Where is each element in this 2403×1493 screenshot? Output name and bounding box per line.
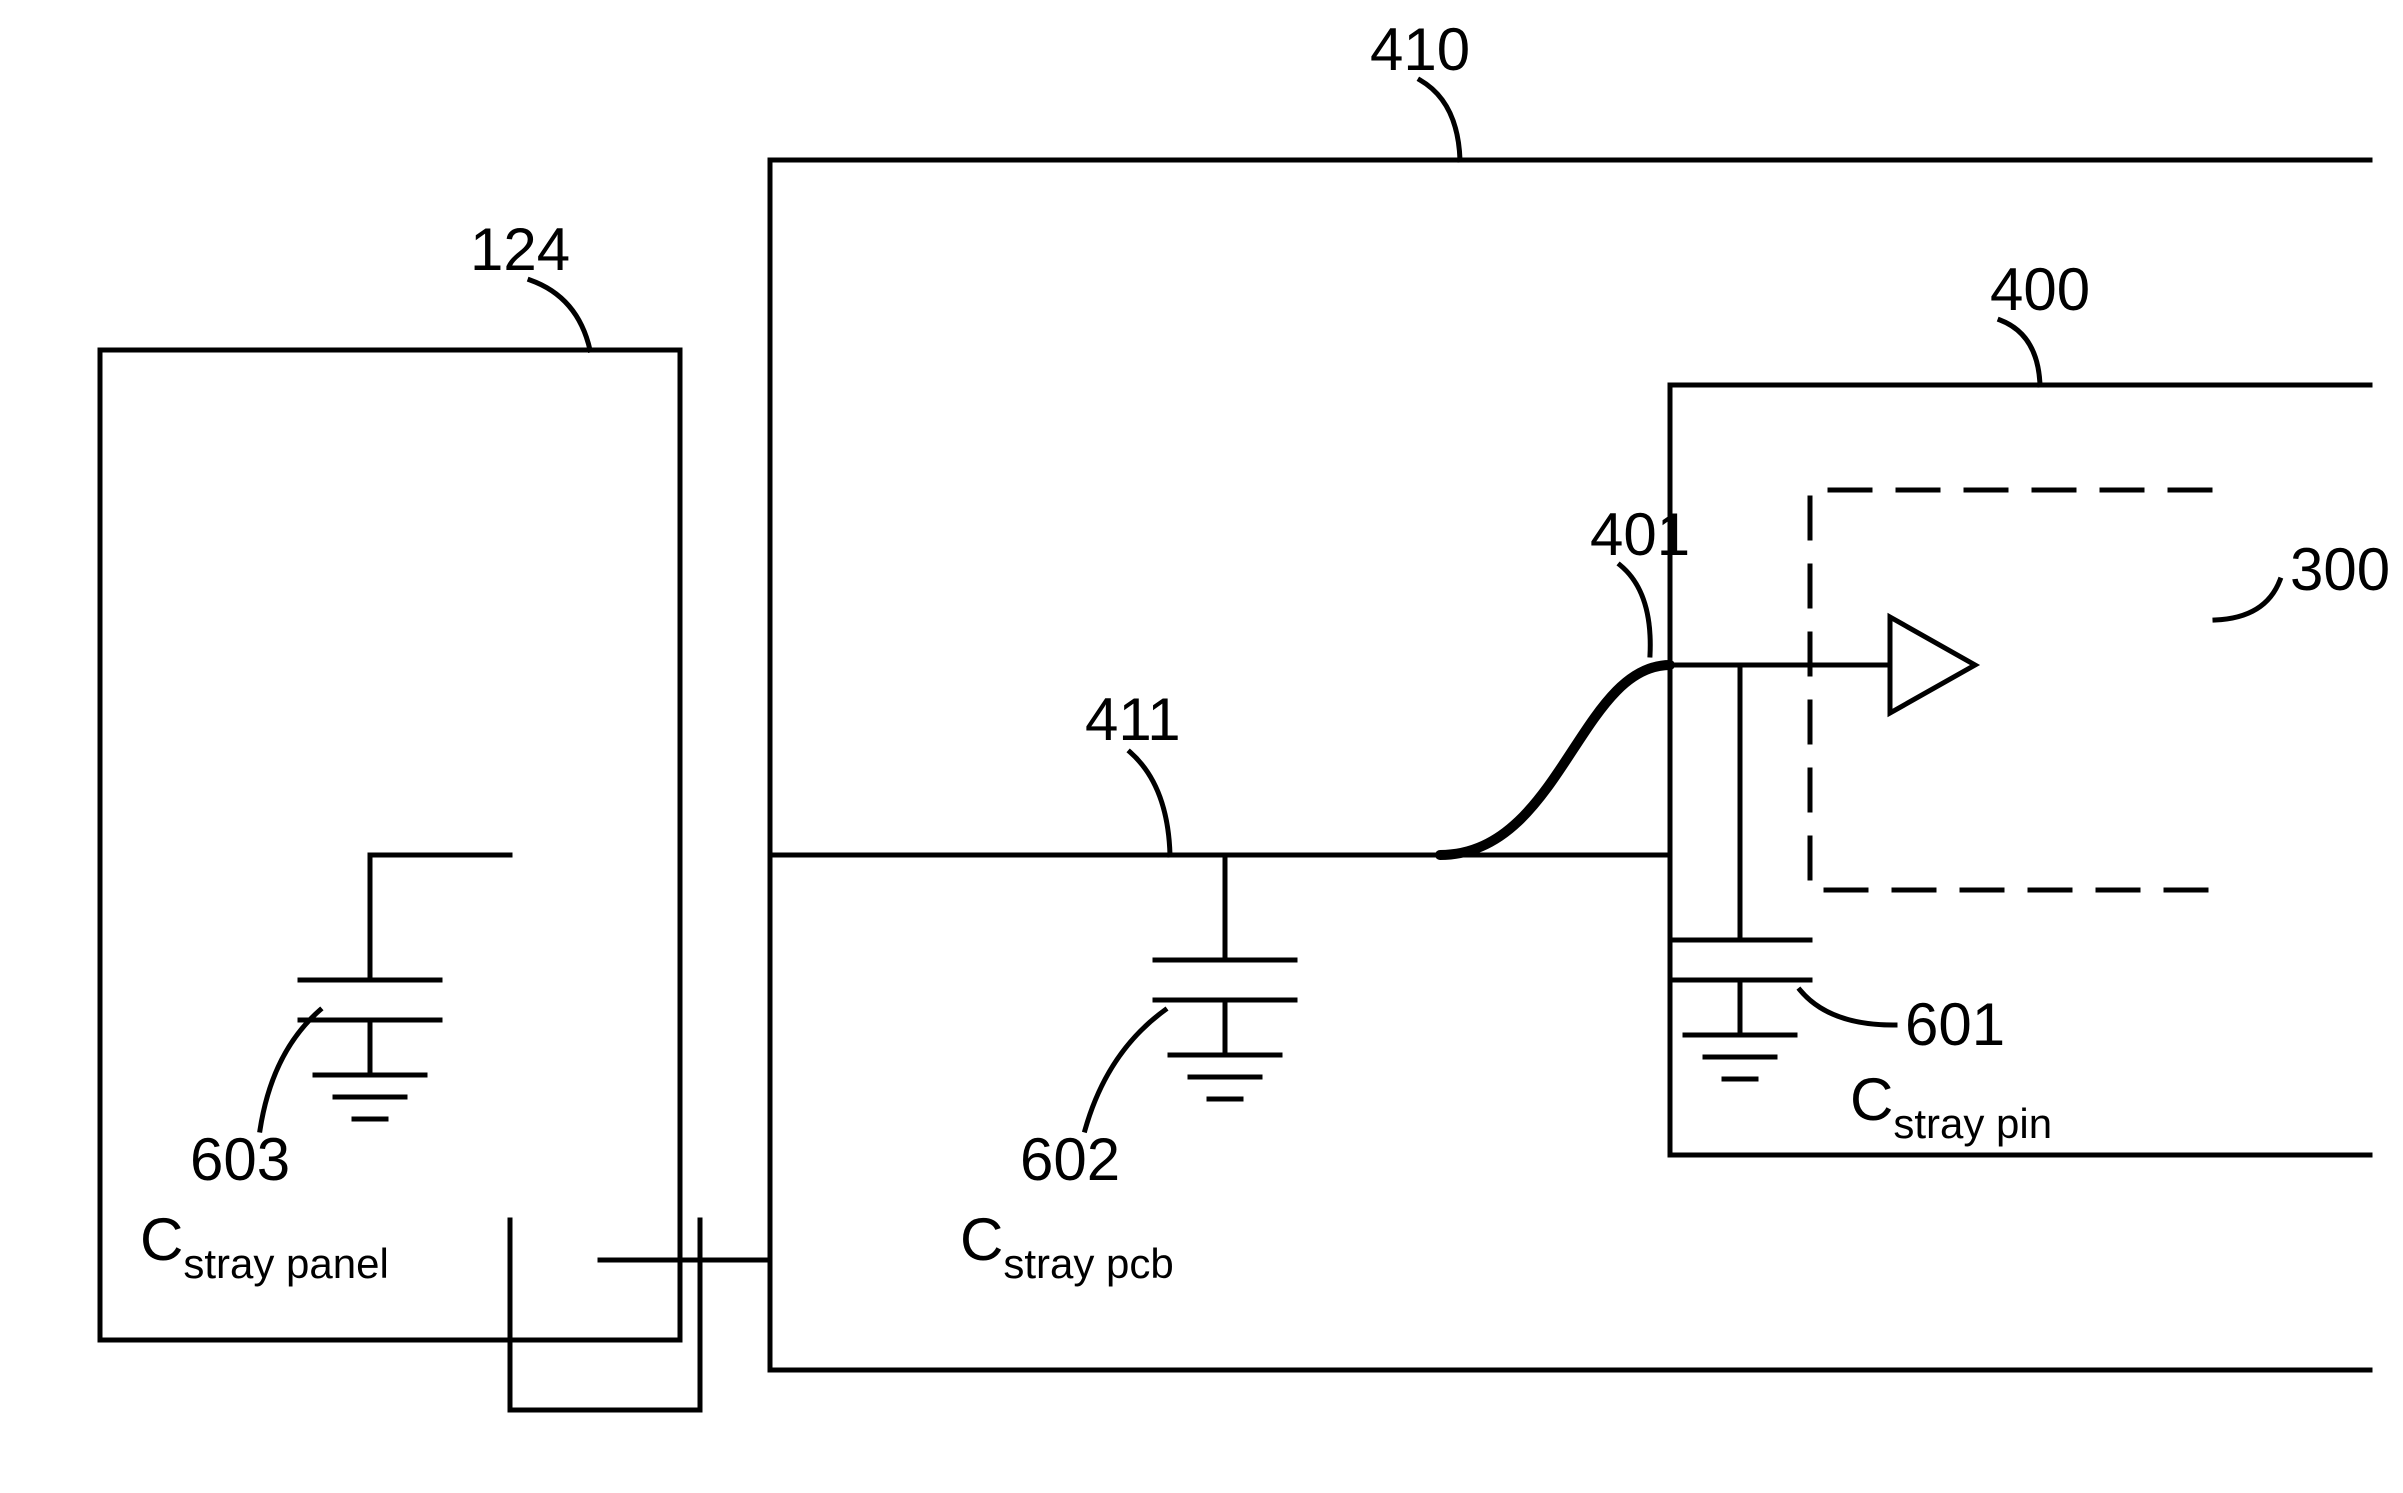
svg-text:Cstray pin: Cstray pin: [1850, 1066, 2052, 1147]
cap-pcb: [1155, 855, 1295, 1099]
clabel-c_pcb: Cstray pcb: [960, 1206, 1174, 1287]
clabel-c_pcb-sub: stray pcb: [1003, 1240, 1173, 1287]
pcb-trace: [600, 855, 1670, 1260]
clabel-c_panel-sub: stray panel: [183, 1240, 388, 1287]
ref-ref_401-text: 401: [1590, 501, 1690, 568]
ref-ref_401: 401: [1590, 501, 1690, 568]
ref-ref_410: 410: [1370, 16, 1470, 83]
chip-box: [1670, 385, 2370, 1155]
ref-ref_411-text: 411: [1085, 686, 1181, 753]
ref-ref_124-text: 124: [470, 216, 570, 283]
ref-ref_400-text: 400: [1990, 256, 2090, 323]
svg-text:Cstray panel: Cstray panel: [140, 1206, 389, 1287]
clabel-c_pin-sub: stray pin: [1893, 1100, 2052, 1147]
cap-pin: [1670, 665, 1810, 1079]
amp-icon: [1890, 617, 1975, 713]
ref-ref_601-text: 601: [1905, 991, 2005, 1058]
amp-dashed-box: [1810, 490, 2210, 890]
ref-ref_602: 602: [1020, 1126, 1120, 1193]
ref-ref_300-text: 300: [2290, 536, 2390, 603]
cap-panel: [300, 855, 440, 1119]
svg-text:Cstray pcb: Cstray pcb: [960, 1206, 1174, 1287]
panel-connector: [510, 1220, 700, 1410]
pcb-box: [770, 160, 2370, 1370]
clabel-c_pin-C: C: [1850, 1066, 1893, 1133]
ref-ref_603: 603: [190, 1126, 290, 1193]
clabel-c_panel: Cstray panel: [140, 1206, 389, 1287]
clabel-c_pin: Cstray pin: [1850, 1066, 2052, 1147]
ref-ref_603-text: 603: [190, 1126, 290, 1193]
clabel-c_pcb-C: C: [960, 1206, 1003, 1273]
ref-ref_411: 411: [1085, 686, 1181, 753]
ref-ref_124: 124: [470, 216, 570, 283]
bond-wire: [1440, 665, 1670, 855]
clabel-c_panel-C: C: [140, 1206, 183, 1273]
panel-box: [100, 350, 680, 1340]
ref-ref_601: 601: [1905, 991, 2005, 1058]
ref-ref_300: 300: [2290, 536, 2390, 603]
ref-ref_602-text: 602: [1020, 1126, 1120, 1193]
ref-ref_410-text: 410: [1370, 16, 1470, 83]
ref-ref_400: 400: [1990, 256, 2090, 323]
